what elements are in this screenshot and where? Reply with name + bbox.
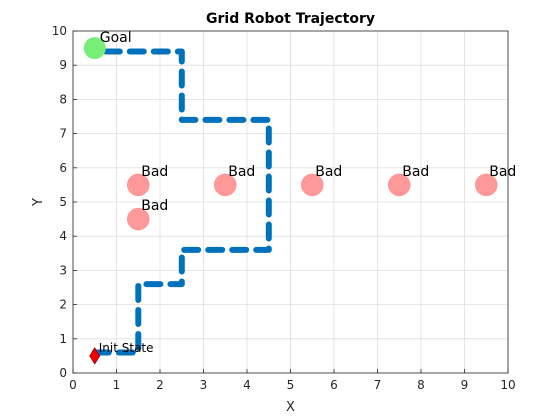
goal-label: Goal <box>100 30 132 46</box>
y-tick-label: 1 <box>59 332 67 346</box>
y-tick-label: 7 <box>59 127 67 141</box>
bad-state-label: Bad <box>228 164 255 180</box>
y-tick-label: 8 <box>59 92 67 106</box>
goal-marker <box>83 37 106 60</box>
init-state-marker <box>89 347 101 365</box>
y-tick-label: 4 <box>59 229 67 243</box>
bad-state-marker <box>127 173 150 197</box>
x-tick-label: 0 <box>69 378 77 392</box>
x-tick-label: 2 <box>156 378 164 392</box>
bad-state-marker <box>475 173 498 197</box>
y-tick-label: 10 <box>52 24 67 38</box>
x-tick-label: 8 <box>417 378 425 392</box>
y-tick-label: 6 <box>59 161 67 175</box>
bad-state-marker <box>388 173 411 197</box>
markers: Goal Init State <box>83 30 154 365</box>
x-tick-label: 3 <box>200 378 208 392</box>
trajectory-line <box>91 48 272 356</box>
axes-box <box>72 30 509 374</box>
bad-state-marker <box>301 173 324 197</box>
chart-title: Grid Robot Trajectory <box>206 11 375 27</box>
bad-state-marker <box>214 173 237 197</box>
x-tick-label: 4 <box>243 378 251 392</box>
y-tick-label: 2 <box>59 298 67 312</box>
bad-state-label: Bad <box>402 164 429 180</box>
y-tick-label: 9 <box>59 58 67 72</box>
x-tick-label: 7 <box>374 378 382 392</box>
y-tick-label: 5 <box>59 195 67 209</box>
x-tick-label: 5 <box>287 378 295 392</box>
y-tick-label: 0 <box>59 366 67 380</box>
bad-state-label: Bad <box>141 198 168 214</box>
y-tick-label: 3 <box>59 263 67 277</box>
bad-state-label: Bad <box>489 164 516 180</box>
bad-state-label: Bad <box>315 164 342 180</box>
bad-state-marker <box>127 207 150 231</box>
x-axis-label: X <box>286 400 295 415</box>
x-tick-label: 6 <box>330 378 338 392</box>
init-state-label: Init State <box>99 341 154 355</box>
x-tick-label: 9 <box>461 378 469 392</box>
x-tick-label: 10 <box>500 378 515 392</box>
axis-ticks: 0 1 2 3 4 5 6 7 8 9 10 0 1 2 3 4 5 6 7 8 9 10 <box>52 24 516 392</box>
x-tick-label: 1 <box>113 378 121 392</box>
y-axis-label: Y <box>31 198 46 207</box>
bad-states: Bad Bad Bad Bad Bad Bad <box>127 164 516 231</box>
trajectory <box>91 48 272 356</box>
bad-state-label: Bad <box>141 164 168 180</box>
